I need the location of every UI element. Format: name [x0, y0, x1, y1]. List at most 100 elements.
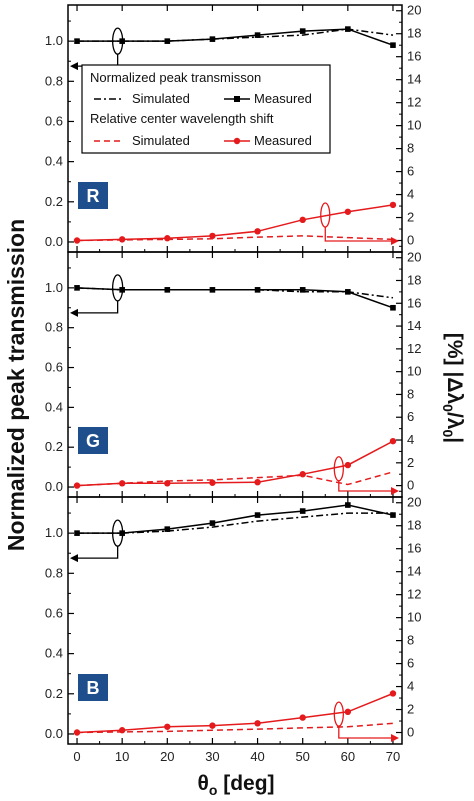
measured-circle-point: [299, 216, 306, 224]
arrowhead: [70, 554, 78, 563]
measured-circle-point: [254, 228, 261, 235]
plot-frame: [67, 496, 403, 745]
measured-square-point: [164, 287, 171, 293]
measured-square-point: [74, 38, 80, 44]
measured-circle-point: [118, 727, 126, 734]
measured-circle-point: [254, 720, 261, 727]
left-tick-label: 1.0: [45, 280, 63, 295]
right-tick-label: 6: [407, 409, 414, 424]
x-tick-label: 60: [341, 749, 355, 764]
transmission-measured-line: [77, 504, 394, 534]
x-tick-label: 50: [295, 749, 309, 764]
measured-square-point: [299, 287, 306, 293]
measured-square-point: [390, 42, 396, 48]
legend-sim-red-label: Simulated: [132, 133, 190, 148]
right-tick-label: 10: [407, 610, 421, 625]
right-tick-label: 0: [407, 233, 414, 248]
wavelength-shift-measured-line: [76, 204, 394, 242]
left-tick-label: 0.4: [45, 399, 63, 414]
right-tick-label: 2: [407, 455, 414, 470]
panel-badge-label: R: [87, 186, 100, 206]
panel-badge: [78, 674, 108, 701]
panel-r: 0.0 0.2 0.4 0.6 0.8 1.0 0 2 4 6 8 10 12 14 16 18 20 R Norm…: [45, 3, 421, 253]
left-tick-label: 0.8: [45, 73, 63, 88]
left-tick-label: 0.4: [45, 646, 63, 661]
left-axis-indicator-arrow: [74, 300, 119, 314]
left-tick-label: 0.8: [45, 320, 63, 335]
right-tick-label: 12: [407, 341, 421, 356]
wavelength-shift-simulated-line: [76, 722, 394, 734]
right-tick-label: 12: [407, 95, 421, 110]
measured-circle-point: [344, 461, 352, 469]
measured-circle-point: [209, 232, 216, 240]
x-tick-label: 0: [73, 749, 80, 764]
measured-circle-point: [73, 237, 81, 244]
arrowhead: [391, 237, 399, 246]
measured-circle-point: [73, 482, 81, 489]
panel-b: 0.0 0.2 0.4 0.6 0.8 1.0 0 2 4 6 8 10 12 14 16 18 20 0 10 20…: [45, 490, 421, 764]
legend-meas-red-label: Measured: [254, 133, 312, 148]
right-tick-label: 2: [407, 702, 414, 717]
measured-square-point: [164, 526, 171, 532]
left-tick-label: 0.2: [45, 194, 63, 209]
left-axis-indicator-arrow: [74, 546, 119, 559]
right-tick-label: 18: [407, 518, 421, 533]
legend-box: [81, 64, 331, 154]
right-tick-label: 16: [407, 49, 421, 64]
chart-panels: 0.00.20.40.60.81.002468101214161820RNorm…: [45, 3, 422, 764]
measured-square-point: [299, 28, 306, 34]
arrowhead: [70, 308, 78, 317]
right-tick-label: 14: [407, 72, 421, 87]
measured-circle-point: [344, 208, 352, 215]
x-tick-label: 20: [160, 749, 174, 764]
wavelength-shift-measured-line: [76, 692, 394, 734]
measured-circle-point: [209, 722, 216, 729]
transmission-measured-line: [76, 287, 394, 309]
left-tick-label: 0.0: [45, 234, 63, 249]
right-axis-indicator-arrow: [338, 480, 392, 492]
measured-square-point: [254, 512, 261, 518]
measured-circle-point: [389, 690, 397, 697]
legend-sim-black-label: Simulated: [132, 91, 190, 106]
right-tick-label: 4: [407, 432, 414, 447]
panel-badge: [78, 182, 108, 209]
measured-circle-point: [164, 235, 171, 242]
measured-circle-point: [254, 478, 261, 486]
measured-circle-point: [164, 480, 171, 487]
measured-square-point: [390, 304, 396, 311]
measured-square-point: [345, 26, 351, 32]
measured-circle-point: [299, 714, 306, 721]
left-tick-label: 0.2: [45, 686, 63, 701]
x-axis-title: θo [deg]: [197, 772, 274, 798]
right-tick-label: 20: [407, 250, 421, 265]
left-axis-title: Normalized peak transmission: [3, 219, 29, 551]
right-tick-label: 16: [407, 295, 421, 310]
measured-circle-point: [389, 201, 397, 209]
right-axis-indicator-ellipse: [333, 456, 344, 482]
x-tick-label: 10: [115, 749, 129, 764]
legend-square-marker: [234, 96, 240, 102]
panel-g: 0.0 0.2 0.4 0.6 0.8 1.0 0 2 4 6 8 10 12 14 16 18 20 G: [45, 245, 421, 498]
left-tick-label: 0.0: [45, 726, 63, 741]
legend-group-wavelength: Relative center wavelength shift: [90, 111, 274, 126]
right-tick-label: 8: [407, 633, 414, 648]
measured-circle-point: [299, 471, 306, 478]
wavelength-shift-measured-line: [76, 440, 394, 487]
right-tick-label: 20: [407, 495, 421, 510]
measured-square-point: [345, 289, 351, 295]
right-tick-label: 2: [407, 210, 414, 225]
measured-square-point: [254, 32, 261, 38]
measured-circle-point: [209, 479, 216, 486]
right-tick-label: 6: [407, 164, 414, 179]
arrowhead: [391, 487, 399, 495]
left-tick-label: 0.0: [45, 479, 63, 494]
left-tick-label: 0.6: [45, 605, 63, 620]
measured-square-point: [209, 287, 216, 293]
measured-square-point: [209, 520, 216, 526]
right-tick-label: 12: [407, 587, 421, 602]
left-tick-label: 0.8: [45, 565, 63, 580]
right-tick-label: 20: [407, 3, 421, 18]
measured-square-point: [390, 512, 396, 518]
measured-circle-point: [389, 437, 397, 445]
